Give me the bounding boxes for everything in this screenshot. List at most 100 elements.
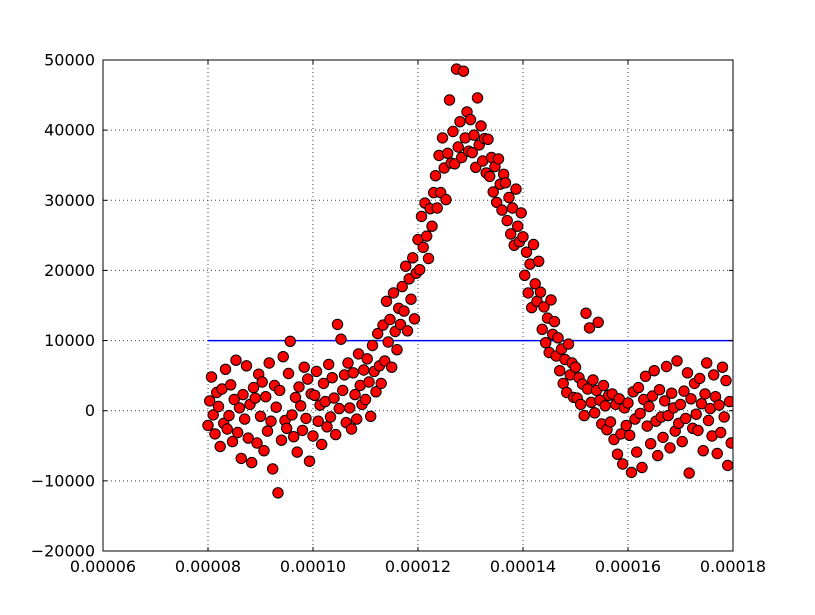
data-point [554, 365, 566, 377]
data-point [540, 337, 552, 349]
data-point [302, 373, 314, 385]
data-point [454, 116, 466, 128]
data-point [643, 400, 655, 413]
data-point [401, 325, 414, 337]
data-point [382, 336, 394, 348]
data-point [407, 252, 419, 264]
data-point [363, 376, 375, 388]
data-point [286, 409, 298, 421]
data-point [641, 420, 653, 432]
data-point [349, 388, 361, 401]
data-point [235, 452, 247, 465]
data-point [694, 372, 706, 385]
data-point [708, 369, 720, 381]
data-point [671, 355, 683, 367]
data-point [295, 400, 307, 412]
data-point [288, 431, 300, 443]
data-point [569, 361, 582, 373]
data-point [386, 361, 398, 373]
data-point [342, 357, 354, 369]
data-point [512, 220, 524, 232]
data-point [690, 408, 702, 420]
data-point [274, 384, 286, 397]
data-point [345, 423, 358, 435]
data-point [475, 120, 487, 132]
y-tick-label: 0 [85, 401, 95, 420]
data-point [725, 437, 733, 449]
data-point [711, 447, 723, 460]
data-point [536, 323, 548, 335]
data-point [351, 413, 363, 425]
data-point [666, 387, 678, 399]
data-point [365, 410, 377, 422]
data-point [396, 280, 408, 293]
data-point [657, 431, 669, 444]
data-point [296, 424, 309, 437]
data-point [240, 360, 253, 372]
data-point [291, 446, 303, 458]
tick-marks [102, 59, 734, 552]
x-tick-label: 0.00006 [70, 557, 136, 576]
data-point [499, 177, 512, 189]
data-point [421, 230, 433, 242]
data-point [366, 339, 379, 352]
data-point [375, 377, 387, 390]
data-point [233, 402, 246, 414]
data-point [436, 132, 449, 144]
data-point [457, 65, 470, 77]
data-point [520, 246, 533, 258]
data-point [622, 397, 634, 409]
x-tick-label: 0.00018 [700, 557, 766, 576]
scatter-series [202, 63, 733, 499]
data-point [533, 255, 545, 267]
data-point [580, 307, 592, 319]
data-point [522, 287, 534, 299]
data-point [611, 448, 624, 460]
y-tick-label: −10000 [31, 471, 95, 490]
data-point [548, 315, 561, 328]
data-point [678, 385, 690, 397]
data-point [225, 379, 237, 391]
x-tick-label: 0.00016 [595, 557, 661, 576]
data-point [309, 389, 321, 401]
data-point [330, 428, 342, 441]
data-point [212, 400, 225, 413]
data-point [575, 398, 587, 411]
data-point [680, 412, 692, 425]
tick-labels: 0.00006 0.00008 0.00010 0.00012 0.00014 0.000… [31, 51, 766, 577]
y-tick-label: 20000 [44, 261, 95, 280]
data-point [256, 376, 268, 388]
x-tick-label: 0.00014 [490, 557, 556, 576]
data-point [599, 400, 611, 412]
data-point [333, 402, 345, 415]
data-point [515, 207, 527, 219]
data-point [324, 411, 337, 423]
data-point [456, 151, 468, 164]
data-point [307, 430, 319, 442]
data-point [232, 426, 244, 439]
data-point [527, 238, 540, 251]
data-point [379, 355, 391, 367]
data-point [209, 428, 221, 440]
data-point [597, 379, 610, 392]
data-point [659, 395, 671, 407]
data-point [417, 241, 429, 254]
data-point [491, 196, 503, 209]
data-point [431, 202, 443, 214]
data-point [246, 456, 258, 469]
data-point [487, 186, 499, 198]
data-point [361, 353, 373, 365]
data-point [440, 193, 452, 206]
data-point [722, 459, 733, 472]
y-tick-label: −20000 [31, 542, 95, 561]
data-point [429, 170, 442, 182]
data-point [503, 191, 515, 204]
data-point [648, 365, 660, 377]
data-point [344, 402, 356, 414]
data-point [251, 437, 263, 449]
data-point [468, 129, 480, 141]
data-point [422, 252, 435, 265]
data-point [337, 384, 349, 397]
data-point [517, 231, 529, 243]
